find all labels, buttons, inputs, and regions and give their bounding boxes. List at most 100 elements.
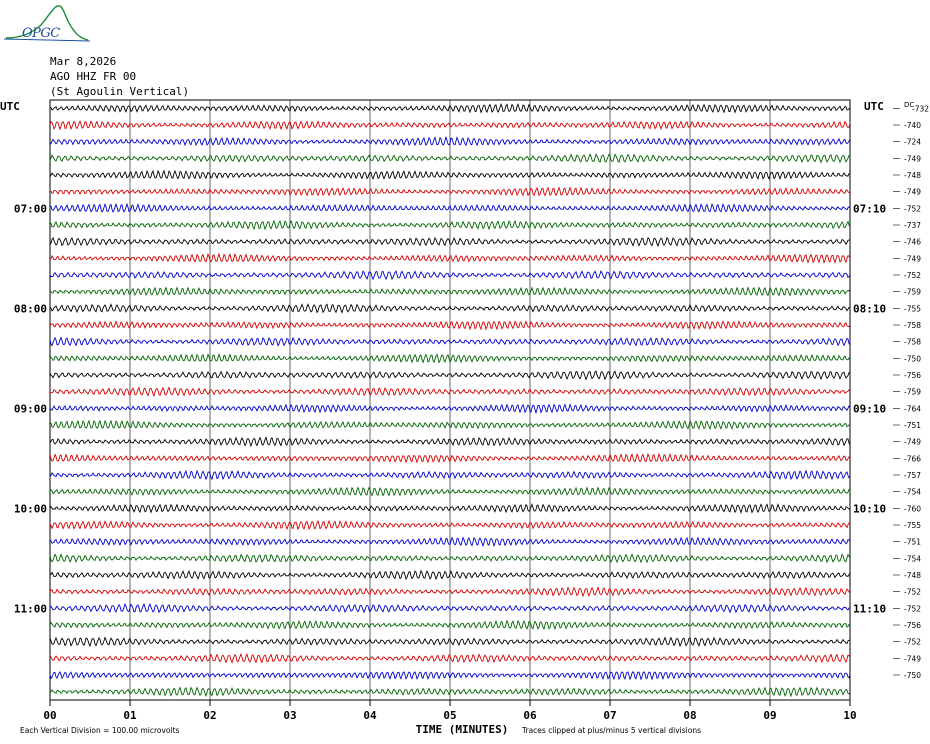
trace-1 — [49, 119, 851, 131]
trace-10 — [49, 269, 851, 281]
station-name-label: (St Agoulin Vertical) — [50, 85, 190, 98]
left-hour-label: 11:00 — [14, 602, 47, 615]
x-tick-label: 09 — [763, 709, 776, 722]
dc-offset-label: -749 — [904, 438, 921, 447]
trace-8 — [49, 236, 851, 248]
dc-offset-label: -740 — [904, 121, 921, 130]
dc-offset-label: -756 — [904, 621, 921, 630]
dc-offset-label: -749 — [904, 154, 921, 163]
dc-offset-label: -732 — [912, 104, 929, 113]
dc-offset-title: DC — [904, 101, 914, 109]
x-tick-label: 04 — [363, 709, 377, 722]
dc-offset-label: -724 — [904, 138, 921, 147]
x-tick-label: 10 — [843, 709, 856, 722]
trace-12 — [49, 303, 851, 314]
dc-offset-label: -748 — [904, 171, 921, 180]
trace-30 — [49, 602, 851, 614]
dc-offset-label: -748 — [904, 571, 921, 580]
logo-text: OPGC — [22, 26, 60, 41]
x-tick-label: 00 — [43, 709, 56, 722]
trace-33 — [49, 652, 851, 664]
trace-6 — [49, 202, 851, 213]
scale-note: Each Vertical Division = 100.00 microvol… — [20, 726, 180, 735]
station-label: AGO HHZ FR 00 — [50, 70, 137, 83]
trace-4 — [49, 169, 850, 181]
dc-offset-label: -757 — [904, 471, 921, 480]
dc-offset-label: -749 — [904, 254, 921, 263]
left-hour-label: 10:00 — [14, 502, 47, 515]
dc-offset-label: -752 — [904, 638, 921, 647]
left-axis-title: UTC — [0, 100, 20, 113]
trace-3 — [49, 153, 851, 164]
dc-offset-label: -755 — [904, 304, 921, 313]
right-hour-label: 10:10 — [853, 502, 886, 515]
trace-21 — [49, 452, 851, 464]
x-tick-label: 02 — [203, 709, 216, 722]
trace-7 — [49, 219, 851, 231]
x-tick-label: 01 — [123, 709, 137, 722]
trace-11 — [49, 286, 851, 297]
left-hour-label: 09:00 — [14, 402, 47, 415]
trace-27 — [49, 553, 851, 564]
right-hour-label: 07:10 — [853, 202, 886, 215]
dc-offset-label: -752 — [904, 204, 921, 213]
trace-31 — [49, 619, 851, 631]
date-label: Mar 8,2026 — [50, 55, 117, 68]
trace-29 — [49, 586, 851, 598]
trace-22 — [49, 469, 851, 481]
dc-offset-label: -749 — [904, 188, 921, 197]
dc-offset-label: -749 — [904, 654, 921, 663]
x-axis-title: TIME (MINUTES) — [416, 723, 509, 736]
trace-34 — [49, 671, 851, 681]
right-axis-title: UTC — [864, 100, 884, 113]
dc-offset-label: -754 — [904, 488, 921, 497]
dc-offset-label: -752 — [904, 604, 921, 613]
trace-19 — [49, 419, 851, 431]
dc-offset-label: -746 — [904, 238, 921, 247]
trace-0 — [49, 102, 851, 114]
clip-note: Traces clipped at plus/minus 5 vertical … — [521, 726, 701, 735]
dc-offset-label: -751 — [904, 421, 921, 430]
x-tick-label: 07 — [603, 709, 616, 722]
dc-offset-label: -759 — [904, 388, 921, 397]
left-hour-label: 07:00 — [14, 202, 47, 215]
trace-5 — [49, 186, 851, 197]
dc-offset-label: -764 — [904, 404, 921, 413]
opgc-logo-icon — [3, 5, 90, 42]
left-hour-label: 08:00 — [14, 302, 47, 315]
x-tick-label: 05 — [443, 709, 456, 722]
x-tick-label: 03 — [283, 709, 296, 722]
trace-15 — [49, 353, 851, 364]
trace-2 — [49, 135, 851, 147]
dc-offset-label: -758 — [904, 321, 921, 330]
trace-14 — [49, 336, 851, 347]
dc-offset-label: -758 — [904, 338, 921, 347]
trace-17 — [49, 386, 851, 398]
x-tick-label: 08 — [683, 709, 696, 722]
trace-16 — [49, 370, 851, 381]
dc-offset-label: -759 — [904, 288, 921, 297]
dc-offset-label: -737 — [904, 221, 921, 230]
trace-9 — [49, 252, 851, 264]
dc-offset-label: -752 — [904, 271, 921, 280]
trace-26 — [49, 536, 851, 548]
trace-23 — [49, 486, 851, 497]
dc-offset-label: -750 — [904, 671, 921, 680]
right-hour-label: 09:10 — [853, 402, 886, 415]
trace-24 — [49, 503, 851, 515]
dc-offset-label: -751 — [904, 538, 921, 547]
trace-25 — [49, 519, 851, 531]
dc-offset-label: -766 — [904, 454, 921, 463]
trace-32 — [49, 636, 851, 648]
dc-offset-label: -755 — [904, 521, 921, 530]
dc-offset-label: -756 — [904, 371, 921, 380]
trace-28 — [49, 569, 851, 581]
dc-offset-label: -760 — [904, 504, 921, 513]
right-hour-label: 11:10 — [853, 602, 886, 615]
trace-18 — [49, 403, 851, 415]
right-hour-label: 08:10 — [853, 302, 886, 315]
trace-13 — [49, 320, 851, 331]
dc-offset-label: -752 — [904, 588, 921, 597]
